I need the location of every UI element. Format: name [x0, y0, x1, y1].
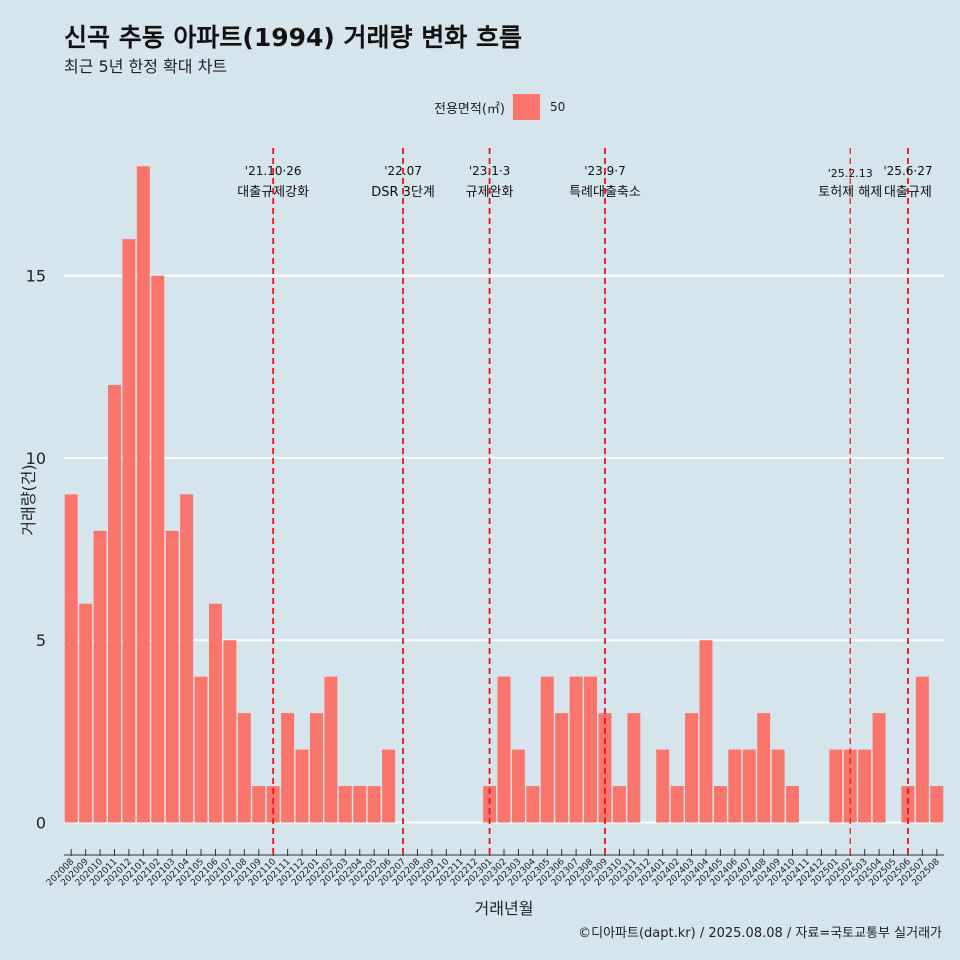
bar — [872, 713, 886, 823]
bar — [728, 749, 742, 823]
bar — [324, 676, 338, 823]
bar — [742, 749, 756, 823]
event-date: '25.6·27 — [883, 164, 932, 178]
bar — [757, 713, 771, 823]
bar — [252, 786, 266, 823]
event-label: 토허제 해제 — [818, 185, 882, 200]
bar — [266, 786, 280, 823]
bar — [108, 384, 121, 823]
event-date: '23.9·7 — [584, 164, 625, 178]
bar — [656, 749, 670, 823]
bar — [136, 166, 150, 823]
y-tick-label: 0 — [36, 813, 46, 832]
bar — [165, 530, 179, 823]
chart-subtitle: 최근 5년 한정 확대 차트 — [64, 57, 228, 76]
bar — [367, 786, 381, 823]
bar — [79, 603, 93, 823]
y-axis-title: 거래량(건) — [19, 464, 38, 535]
source-caption: ©디아파트(dapt.kr) / 2025.08.08 / 자료=국토교통부 실… — [578, 926, 942, 941]
event-date: '22.07 — [384, 164, 422, 178]
event-label: DSR 3단계 — [371, 185, 435, 200]
legend-entry: 50 — [549, 100, 566, 114]
bar — [382, 749, 396, 823]
bar — [829, 749, 843, 823]
y-tick-label: 10 — [26, 449, 46, 468]
bar — [281, 713, 295, 823]
event-date: '21.10·26 — [245, 164, 302, 178]
bar — [497, 676, 511, 823]
event-date: '25.2.13 — [828, 167, 873, 180]
bar — [858, 749, 872, 823]
bar — [771, 749, 785, 823]
event-label: 대출규제 — [884, 185, 932, 200]
event-label: 대출규제강화 — [237, 185, 309, 200]
legend-swatch — [512, 94, 540, 120]
bar — [122, 239, 136, 823]
bar — [569, 676, 583, 823]
bar — [151, 275, 165, 823]
bar — [685, 713, 699, 823]
bar — [584, 676, 598, 823]
bar — [194, 676, 208, 823]
bar — [93, 530, 107, 823]
bar — [540, 676, 554, 823]
bar — [555, 713, 569, 823]
bar — [223, 640, 237, 823]
bar — [511, 749, 525, 823]
bar — [713, 786, 727, 823]
legend: 전용면적(㎡) 50 — [434, 94, 565, 120]
x-axis-title: 거래년월 — [475, 899, 534, 918]
bar — [915, 676, 929, 823]
bar — [786, 786, 800, 823]
legend-title: 전용면적(㎡) — [434, 101, 505, 117]
bar — [483, 786, 497, 823]
bar — [353, 786, 367, 823]
bar — [338, 786, 352, 823]
bar — [843, 749, 857, 823]
bar — [612, 786, 626, 823]
bar — [180, 494, 194, 823]
bar — [295, 749, 309, 823]
bar — [237, 713, 251, 823]
y-tick-label: 15 — [26, 267, 46, 286]
bar — [598, 713, 612, 823]
bar — [526, 786, 540, 823]
bar — [309, 713, 323, 823]
event-label: 규제완화 — [466, 185, 514, 200]
bar — [627, 713, 641, 823]
y-tick-label: 5 — [36, 631, 46, 650]
bar — [901, 786, 915, 823]
event-label: 특례대출축소 — [569, 185, 641, 200]
bar — [699, 640, 713, 823]
bar — [208, 603, 222, 823]
event-date: '23.1·3 — [469, 164, 510, 178]
bar — [670, 786, 684, 823]
bar — [64, 494, 78, 823]
bar — [930, 786, 944, 823]
chart-title: 신곡 추동 아파트(1994) 거래량 변화 흐름 — [64, 23, 522, 52]
